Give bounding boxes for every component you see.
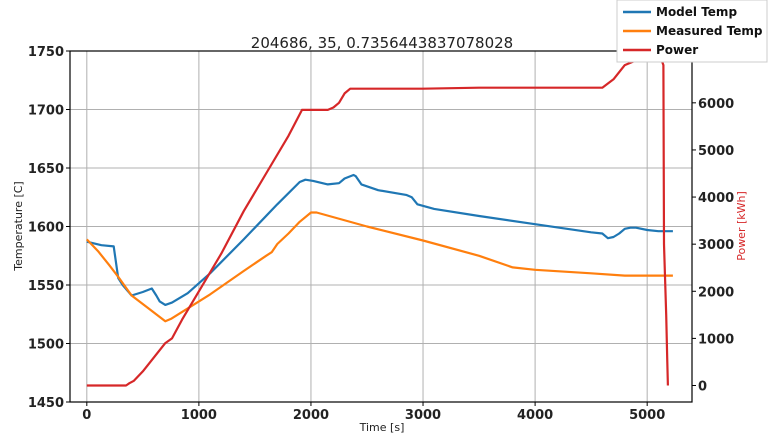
x-tick-label: 5000 [629,408,665,423]
legend: Model Temp Measured Temp Power [616,0,768,63]
y2-tick-label: 0 [698,380,707,395]
y-tick-label: 1650 [28,162,64,177]
y-tick-label: 1600 [28,221,64,236]
series-line-model-temp [86,173,673,306]
y2-tick-label: 1000 [698,332,734,347]
legend-label-measured-temp: Measured Temp [656,24,763,38]
series-line-measured-temp [86,211,673,323]
chart-title: 204686, 35, 0.7356443837078028 [251,34,513,52]
left-y-axis-ticks: 1450 1500 1550 1600 1650 1700 1750 [28,45,70,411]
x-tick-label: 2000 [293,408,329,423]
x-tick-label: 4000 [517,408,553,423]
right-y-axis-label: Power [kWh] [735,191,748,261]
x-tick-label: 3000 [405,408,441,423]
x-tick-label: 0 [82,408,91,423]
x-axis-label: Time [s] [359,421,405,434]
y2-tick-label: 3000 [698,238,734,253]
legend-label-power: Power [656,43,698,57]
legend-label-model-temp: Model Temp [656,5,737,19]
y2-tick-label: 5000 [698,144,734,159]
y2-tick-label: 4000 [698,191,734,206]
y-tick-label: 1500 [28,338,64,353]
y-tick-label: 1700 [28,104,64,119]
right-y-axis-ticks: 01000200030004000500060007000 [692,50,734,395]
x-axis-ticks: 0 1000 2000 3000 4000 5000 [82,402,665,423]
y-tick-label: 1450 [28,396,64,411]
y-tick-label: 1750 [28,45,64,60]
left-y-axis-label: Temperature [C] [12,181,25,271]
y2-tick-label: 2000 [698,285,734,300]
y2-tick-label: 6000 [698,97,734,112]
grid-lines [70,50,692,403]
x-tick-label: 1000 [181,408,217,423]
y-tick-label: 1550 [28,279,64,294]
